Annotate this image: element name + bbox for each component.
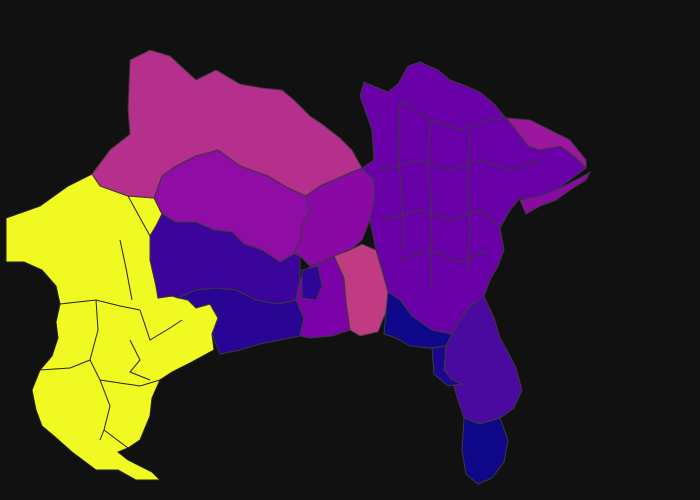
region-hiratsuka bbox=[176, 287, 305, 355]
colorbar bbox=[626, 70, 654, 488]
region-zushi bbox=[431, 345, 464, 387]
region-kawasaki bbox=[504, 117, 587, 170]
region-samukawa bbox=[301, 265, 323, 301]
region-port bbox=[519, 170, 592, 215]
region-miura bbox=[461, 417, 509, 485]
